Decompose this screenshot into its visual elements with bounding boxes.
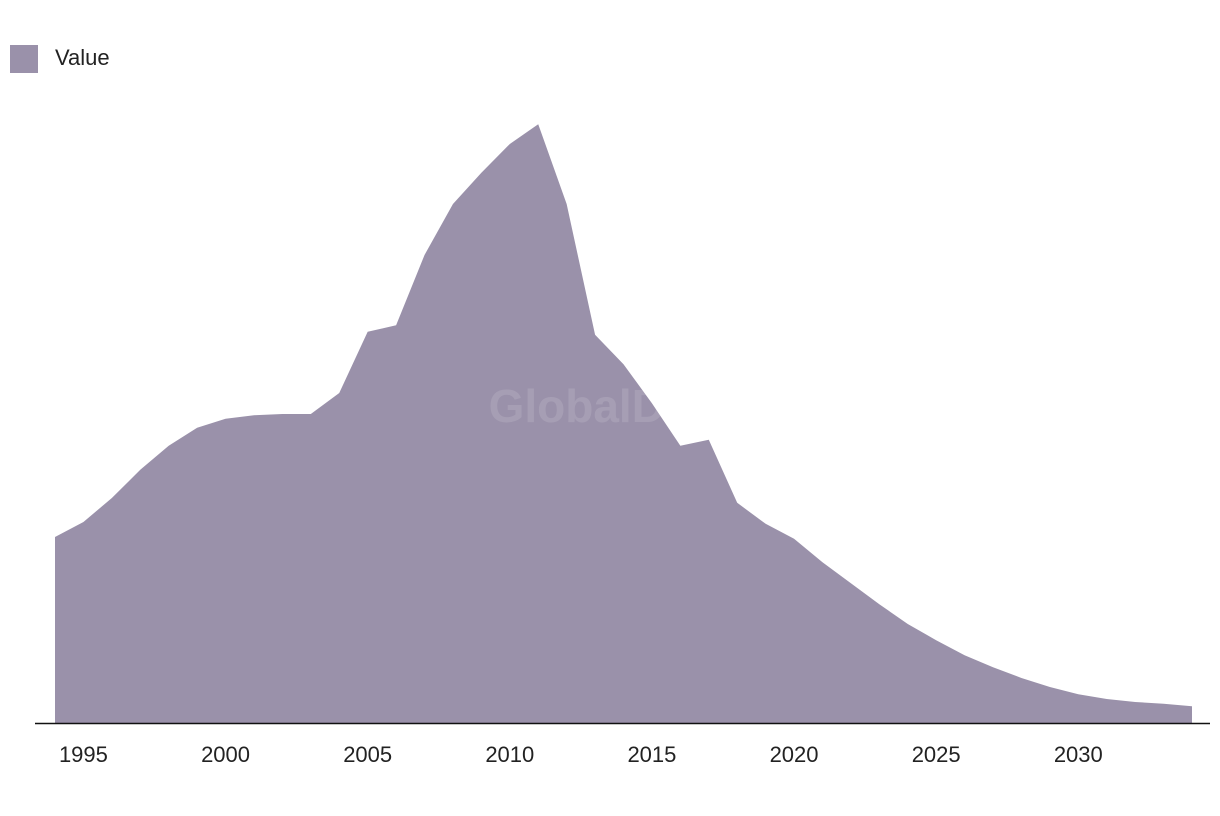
x-tick-label: 2020 [770,742,819,767]
watermark: GlobalData [489,380,732,432]
x-tick-label: 2010 [485,742,534,767]
x-tick-label: 2015 [627,742,676,767]
legend-swatch [10,45,38,73]
x-tick-label: 2000 [201,742,250,767]
x-tick-label: 2030 [1054,742,1103,767]
x-tick-label: 1995 [59,742,108,767]
x-tick-label: 2025 [912,742,961,767]
area [55,124,1192,723]
legend-label: Value [55,45,110,70]
x-tick-label: 2005 [343,742,392,767]
